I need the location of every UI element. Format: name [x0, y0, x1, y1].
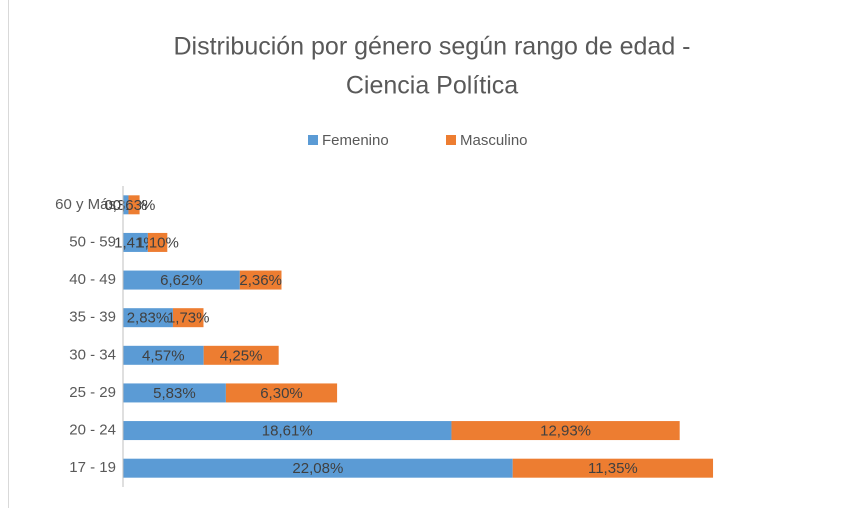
data-label: 1,41% [114, 234, 157, 251]
data-label: 4,57% [142, 347, 185, 364]
bar-segment [128, 195, 140, 215]
bar-segment [123, 383, 226, 403]
y-tick-label: 20 - 24 [69, 422, 116, 439]
data-label: 1,73% [167, 310, 210, 327]
bar-segment [123, 421, 452, 441]
legend-swatch [446, 135, 456, 145]
bar-segment [123, 195, 129, 215]
chart-title: Ciencia Política [346, 72, 518, 100]
bar-segment [512, 458, 714, 478]
bar-segment [225, 383, 338, 403]
data-label: 1,10% [136, 234, 179, 251]
data-label: 18,61% [262, 423, 313, 440]
data-label: 5,83% [153, 385, 196, 402]
chart-title: Distribución por género según rango de e… [173, 33, 690, 61]
y-tick-label: 50 - 59 [69, 233, 116, 250]
bar-segment [123, 270, 240, 290]
data-label: 22,08% [292, 460, 343, 477]
y-tick-label: 35 - 39 [69, 309, 116, 326]
y-tick-label: 40 - 49 [69, 271, 116, 288]
data-label: 4,25% [220, 347, 263, 364]
bar-segment [147, 232, 168, 252]
data-label: 0,63% [113, 197, 156, 214]
y-tick-label: 30 - 34 [69, 346, 116, 363]
data-label: 2,83% [127, 310, 170, 327]
legend-label: Masculino [460, 132, 528, 149]
bar-segment [451, 421, 680, 441]
legend-label: Femenino [322, 132, 389, 149]
y-tick-label: 25 - 29 [69, 384, 116, 401]
y-tick-label: 60 y Más [55, 196, 116, 213]
bar-segment [239, 270, 282, 290]
bar-segment [172, 308, 204, 328]
data-label: 12,93% [540, 423, 591, 440]
bar-segment [123, 345, 204, 365]
data-label: 6,30% [260, 385, 303, 402]
data-label: 2,36% [239, 272, 282, 289]
legend-swatch [308, 135, 318, 145]
bar-segment [203, 345, 279, 365]
data-label: 11,35% [588, 460, 638, 477]
bar-segment [123, 232, 148, 252]
bar-segment [123, 308, 173, 328]
y-tick-label: 17 - 19 [69, 459, 116, 476]
data-label: 6,62% [160, 272, 203, 289]
bar-segment [123, 458, 513, 478]
